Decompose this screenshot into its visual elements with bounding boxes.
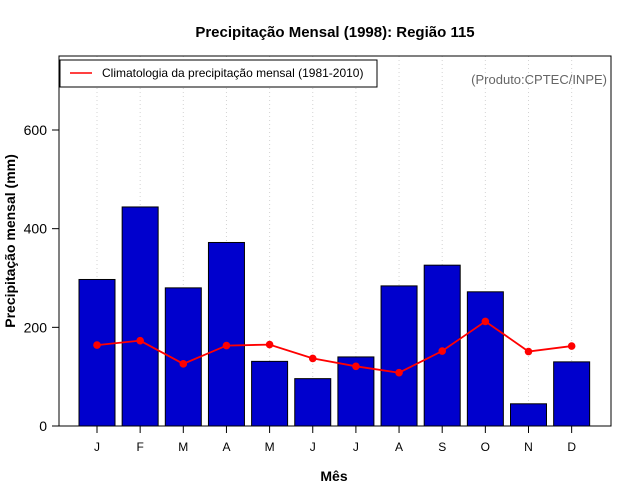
x-tick-label: J xyxy=(310,440,316,454)
x-tick-label: S xyxy=(438,440,446,454)
chart-title: Precipitação Mensal (1998): Região 115 xyxy=(195,24,474,41)
x-tick-label: J xyxy=(94,440,100,454)
credit-text: (Produto:CPTEC/INPE) xyxy=(471,72,607,87)
y-tick-label: 200 xyxy=(24,319,48,335)
y-axis-label: Precipitação mensal (mm) xyxy=(2,154,18,328)
x-tick-label: A xyxy=(395,440,403,454)
climatology-point xyxy=(93,341,101,349)
climatology-polyline xyxy=(96,320,572,374)
x-tick-label: N xyxy=(524,440,533,454)
bar xyxy=(423,264,461,427)
climatology-point xyxy=(179,360,188,368)
bar xyxy=(294,378,332,427)
climatology-point xyxy=(481,317,490,326)
x-tick-label: F xyxy=(136,440,143,454)
x-tick-label: A xyxy=(222,440,230,454)
x-tick-label: M xyxy=(178,440,188,454)
bar xyxy=(207,241,245,427)
x-tick-label: O xyxy=(481,440,490,454)
legend-box xyxy=(59,59,378,88)
bar xyxy=(510,403,547,427)
climatology-point xyxy=(136,336,144,345)
bar xyxy=(380,285,418,427)
x-axis-label: Mês xyxy=(320,468,347,484)
legend-label: Climatologia da precipitação mensal (198… xyxy=(102,66,363,80)
y-tick-label: 0 xyxy=(39,418,47,434)
y-tick-label: 400 xyxy=(24,221,48,237)
bar xyxy=(466,291,504,427)
climatology-point xyxy=(395,368,403,377)
bar xyxy=(78,278,116,427)
x-tick-label: M xyxy=(265,440,275,454)
bar xyxy=(553,361,591,427)
legend: Climatologia da precipitação mensal (198… xyxy=(59,59,378,88)
climatology-point xyxy=(438,347,447,355)
climatology-point xyxy=(265,340,274,349)
x-tick-label: J xyxy=(353,440,359,454)
bar xyxy=(121,206,159,427)
bars xyxy=(78,206,591,427)
climatology-point xyxy=(352,362,360,371)
climatology-point xyxy=(567,342,576,350)
y-axis: 0 200 400 600 xyxy=(24,122,59,434)
x-tick-label: D xyxy=(567,440,576,454)
bar xyxy=(251,360,289,427)
climatology-line xyxy=(93,317,576,377)
climatology-point xyxy=(222,341,231,350)
climatology-point xyxy=(524,347,533,356)
plot-frame xyxy=(58,55,612,427)
y-tick-label: 600 xyxy=(24,122,48,138)
climatology-point xyxy=(308,354,317,363)
